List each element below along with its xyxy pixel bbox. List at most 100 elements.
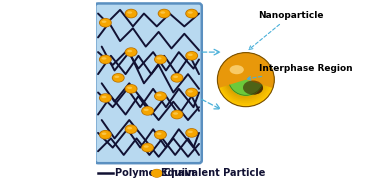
Ellipse shape — [144, 109, 149, 111]
Ellipse shape — [228, 63, 244, 74]
Ellipse shape — [115, 76, 119, 78]
Ellipse shape — [228, 62, 259, 92]
Ellipse shape — [235, 69, 255, 88]
Ellipse shape — [239, 73, 251, 84]
Ellipse shape — [173, 112, 178, 115]
Ellipse shape — [142, 107, 153, 115]
Ellipse shape — [220, 55, 271, 103]
Ellipse shape — [141, 106, 154, 116]
Ellipse shape — [125, 48, 136, 56]
Ellipse shape — [221, 56, 269, 101]
Ellipse shape — [100, 19, 111, 27]
Ellipse shape — [142, 144, 153, 152]
Ellipse shape — [224, 59, 265, 98]
Text: Nanoparticle: Nanoparticle — [249, 11, 323, 50]
Ellipse shape — [232, 66, 254, 87]
Ellipse shape — [233, 67, 258, 91]
Ellipse shape — [233, 67, 252, 85]
Ellipse shape — [230, 65, 256, 89]
Text: Interphase Region: Interphase Region — [247, 64, 352, 80]
Ellipse shape — [232, 66, 259, 92]
Text: Equivalent Particle: Equivalent Particle — [161, 168, 266, 178]
Ellipse shape — [141, 143, 154, 152]
Ellipse shape — [219, 54, 273, 105]
Ellipse shape — [186, 52, 197, 60]
Ellipse shape — [99, 130, 112, 139]
Ellipse shape — [226, 61, 261, 94]
Ellipse shape — [240, 74, 249, 83]
Ellipse shape — [170, 110, 183, 119]
Ellipse shape — [100, 131, 111, 139]
Ellipse shape — [186, 129, 197, 137]
Ellipse shape — [236, 70, 254, 87]
Ellipse shape — [156, 57, 161, 60]
Ellipse shape — [151, 169, 163, 178]
Ellipse shape — [223, 58, 267, 100]
Ellipse shape — [188, 53, 193, 56]
Ellipse shape — [229, 64, 257, 91]
Ellipse shape — [125, 9, 136, 18]
Ellipse shape — [242, 76, 247, 80]
Ellipse shape — [155, 131, 166, 139]
Ellipse shape — [102, 96, 107, 98]
Ellipse shape — [112, 73, 125, 83]
Ellipse shape — [155, 56, 166, 63]
Ellipse shape — [188, 131, 193, 133]
Ellipse shape — [186, 88, 197, 97]
Ellipse shape — [234, 68, 250, 83]
Ellipse shape — [156, 94, 161, 96]
Ellipse shape — [99, 18, 112, 28]
Ellipse shape — [151, 169, 162, 177]
Ellipse shape — [159, 9, 170, 18]
Ellipse shape — [217, 53, 274, 107]
Ellipse shape — [99, 93, 112, 103]
Ellipse shape — [188, 11, 193, 14]
Ellipse shape — [185, 51, 198, 60]
Ellipse shape — [100, 94, 111, 102]
Ellipse shape — [185, 88, 198, 97]
Ellipse shape — [127, 11, 132, 14]
Ellipse shape — [125, 84, 138, 94]
Ellipse shape — [239, 73, 243, 76]
Ellipse shape — [102, 21, 107, 23]
Ellipse shape — [228, 63, 263, 96]
Ellipse shape — [127, 50, 132, 52]
Ellipse shape — [156, 132, 161, 135]
FancyBboxPatch shape — [95, 4, 202, 163]
Ellipse shape — [217, 53, 274, 107]
Ellipse shape — [243, 77, 245, 79]
Ellipse shape — [231, 65, 260, 94]
Ellipse shape — [100, 56, 111, 63]
Ellipse shape — [154, 55, 167, 64]
Ellipse shape — [238, 72, 245, 78]
Ellipse shape — [243, 80, 263, 95]
Ellipse shape — [225, 60, 263, 96]
Ellipse shape — [241, 75, 248, 82]
Ellipse shape — [173, 76, 178, 78]
Ellipse shape — [125, 125, 136, 133]
Ellipse shape — [99, 55, 112, 64]
Ellipse shape — [229, 65, 244, 74]
Ellipse shape — [102, 57, 107, 60]
Ellipse shape — [185, 128, 198, 138]
Ellipse shape — [245, 82, 263, 95]
Ellipse shape — [235, 69, 246, 76]
Ellipse shape — [127, 87, 132, 89]
Ellipse shape — [172, 110, 183, 119]
Text: Polymer Chain: Polymer Chain — [115, 168, 194, 178]
Ellipse shape — [172, 74, 183, 82]
Ellipse shape — [102, 132, 107, 135]
Ellipse shape — [154, 130, 167, 139]
Ellipse shape — [234, 68, 256, 90]
Ellipse shape — [154, 91, 167, 101]
Ellipse shape — [185, 9, 198, 18]
Ellipse shape — [237, 71, 246, 80]
Ellipse shape — [237, 72, 253, 86]
Ellipse shape — [144, 145, 149, 148]
Ellipse shape — [125, 47, 138, 57]
Ellipse shape — [160, 11, 165, 14]
Ellipse shape — [125, 125, 138, 134]
Ellipse shape — [158, 9, 170, 18]
Ellipse shape — [228, 62, 263, 95]
Ellipse shape — [188, 90, 193, 93]
